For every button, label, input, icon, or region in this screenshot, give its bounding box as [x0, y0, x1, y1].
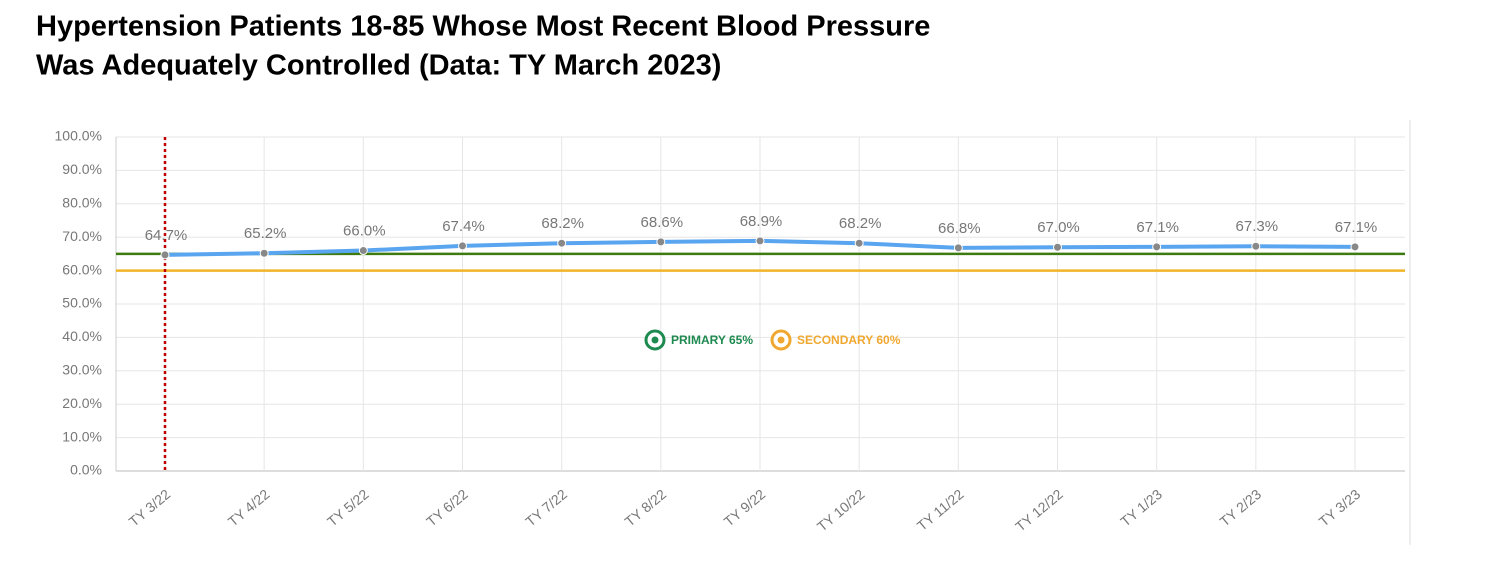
y-tick-label: 80.0%	[62, 195, 102, 211]
data-label: 67.1%	[1136, 219, 1179, 236]
data-point	[854, 238, 864, 248]
x-tick-label: TY 1/23	[1117, 486, 1165, 530]
legend-label: PRIMARY 65%	[671, 333, 753, 347]
x-tick-label: TY 3/22	[126, 486, 174, 530]
y-tick-label: 40.0%	[62, 328, 102, 344]
data-label: 67.4%	[442, 218, 485, 235]
x-tick-label: TY 12/22	[1012, 486, 1066, 535]
x-tick-label: TY 9/22	[721, 486, 769, 530]
y-tick-label: 30.0%	[62, 362, 102, 378]
legend-marker-dot	[777, 336, 785, 344]
y-tick-label: 70.0%	[62, 228, 102, 244]
legend-label: SECONDARY 60%	[797, 333, 901, 347]
x-tick-label: TY 6/22	[423, 486, 471, 530]
x-tick-label: TY 4/22	[225, 486, 273, 530]
y-tick-label: 0.0%	[70, 462, 102, 478]
data-point	[755, 236, 765, 246]
y-tick-label: 20.0%	[62, 395, 102, 411]
data-label: 67.1%	[1335, 219, 1378, 236]
chart-title: Was Adequately Controlled (Data: TY Marc…	[36, 50, 721, 82]
data-label: 64.7%	[145, 227, 188, 244]
data-label: 68.2%	[839, 215, 882, 232]
data-label: 66.8%	[938, 220, 981, 237]
data-point	[953, 243, 963, 253]
x-tick-label: TY 3/23	[1316, 486, 1364, 530]
data-label: 67.0%	[1037, 219, 1080, 236]
data-point	[259, 248, 269, 258]
legend-marker-dot	[651, 336, 659, 344]
data-point	[1251, 241, 1261, 251]
x-tick-label: TY 7/22	[522, 486, 570, 530]
y-tick-label: 90.0%	[62, 161, 102, 177]
x-tick-label: TY 2/23	[1216, 486, 1264, 530]
data-point	[1350, 242, 1360, 252]
data-point	[358, 246, 368, 256]
data-label: 68.2%	[541, 215, 584, 232]
y-tick-label: 60.0%	[62, 261, 102, 277]
data-label: 68.6%	[641, 214, 684, 231]
data-label: 67.3%	[1236, 218, 1279, 235]
data-point	[160, 250, 170, 260]
data-point	[656, 237, 666, 247]
x-tick-label: TY 11/22	[914, 486, 967, 534]
data-point	[1152, 242, 1162, 252]
chart-title: Hypertension Patients 18-85 Whose Most R…	[36, 11, 930, 43]
x-tick-label: TY 5/22	[324, 486, 372, 530]
data-label: 68.9%	[740, 213, 783, 230]
x-tick-label: TY 8/22	[621, 486, 669, 530]
data-point	[458, 241, 467, 251]
y-tick-label: 50.0%	[62, 295, 102, 311]
data-point	[557, 238, 567, 248]
data-label: 65.2%	[244, 225, 287, 242]
x-tick-label: TY 10/22	[814, 486, 868, 535]
data-label: 66.0%	[343, 223, 386, 240]
data-point	[1053, 242, 1062, 252]
y-tick-label: 10.0%	[62, 428, 102, 444]
y-tick-label: 100.0%	[55, 128, 102, 144]
